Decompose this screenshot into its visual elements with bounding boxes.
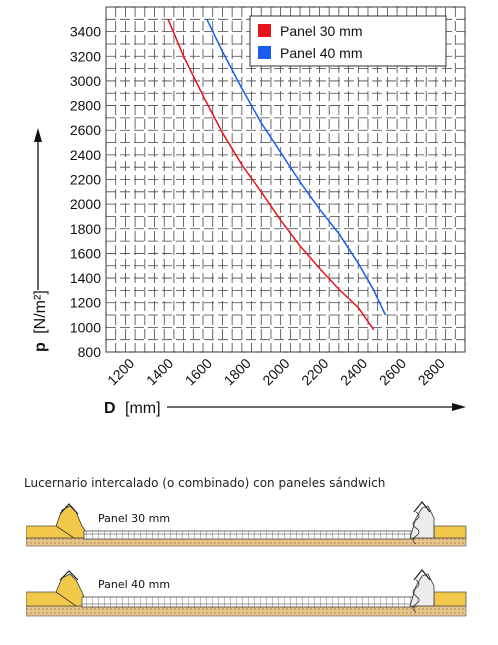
- series-line-panel-40: [206, 18, 387, 316]
- x-tick-label: 2000: [259, 355, 292, 388]
- legend-swatch-panel-30: [258, 24, 271, 37]
- x-tick-label: 1600: [182, 355, 215, 388]
- right-panel: [433, 591, 467, 607]
- y-axis-arrowhead: [34, 128, 42, 142]
- svg-text:D [mm]: D [mm]: [104, 400, 161, 417]
- y-tick-label: 3200: [70, 48, 101, 64]
- right-ridge: [409, 505, 435, 539]
- right-coil: [412, 579, 420, 613]
- y-tick-label: 1200: [70, 295, 101, 311]
- legend-swatch-panel-40: [258, 46, 271, 59]
- series-layer: [167, 18, 387, 331]
- x-tick-label: 2200: [298, 355, 331, 388]
- svg-text:p [N/m²]: p [N/m²]: [32, 290, 49, 352]
- y-tick-label: 1000: [70, 319, 101, 335]
- x-axis-label-symbol: D: [104, 400, 116, 417]
- x-tick-label: 1400: [143, 355, 176, 388]
- y-tick-label: 2400: [70, 147, 101, 163]
- x-tick-label: 1800: [221, 355, 254, 388]
- y-axis-label-symbol: p: [32, 342, 49, 352]
- right-coil: [412, 511, 420, 545]
- y-tick-label: 3000: [70, 73, 101, 89]
- y-tick-label: 2200: [70, 172, 101, 188]
- chart: 8001000120014001600180020002200240026002…: [32, 6, 466, 417]
- y-tick-label: 1400: [70, 270, 101, 286]
- y-axis-label-unit: [N/m²]: [32, 290, 49, 334]
- y-tick-label: 2600: [70, 122, 101, 138]
- panel-40-label: Panel 40 mm: [98, 578, 170, 591]
- panel-30-diagram: Panel 30 mm: [26, 501, 467, 547]
- right-panel: [433, 525, 467, 539]
- diagram-caption: Lucernario intercalado (o combinado) con…: [24, 476, 386, 490]
- legend-label-panel-30: Panel 30 mm: [280, 23, 362, 39]
- x-axis-label-unit: [mm]: [125, 400, 161, 417]
- right-cap: [413, 501, 431, 513]
- y-tick-label: 1600: [70, 245, 101, 261]
- substrate: [26, 605, 467, 617]
- x-tick-label: 2800: [415, 355, 448, 388]
- y-tick-label: 1800: [70, 221, 101, 237]
- y-tick-label: 2800: [70, 98, 101, 114]
- left-cap: [59, 503, 79, 515]
- x-tick-label: 2400: [337, 355, 370, 388]
- right-ridge: [409, 573, 435, 607]
- panel-40-diagram: Panel 40 mm: [26, 569, 467, 617]
- x-axis-title: D [mm]: [104, 400, 466, 417]
- y-axis-title: p [N/m²]: [32, 128, 49, 352]
- legend: Panel 30 mm Panel 40 mm: [249, 15, 447, 67]
- x-tick-label: 2600: [376, 355, 409, 388]
- left-cap: [59, 570, 79, 581]
- y-tick-label: 800: [78, 344, 102, 360]
- skylight-sheet: [83, 530, 415, 540]
- x-axis-arrowhead: [452, 403, 466, 411]
- x-tick-label: 1200: [104, 355, 137, 388]
- right-cap: [413, 569, 431, 581]
- series-line-panel-30: [167, 19, 375, 331]
- legend-label-panel-40: Panel 40 mm: [280, 45, 362, 61]
- tick-labels: 8001000120014001600180020002200240026002…: [70, 24, 448, 389]
- y-tick-label: 2000: [70, 196, 101, 212]
- panel-30-label: Panel 30 mm: [98, 512, 170, 525]
- left-ridge: [55, 505, 91, 539]
- y-tick-label: 3400: [70, 24, 101, 40]
- skylight-sheet: [81, 596, 417, 608]
- legend-box: [249, 15, 447, 67]
